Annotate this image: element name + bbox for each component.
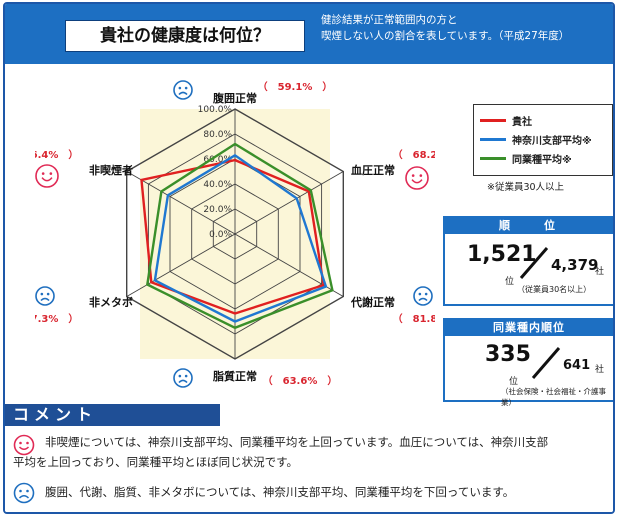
comment-body: 非喫煙については、神奈川支部平均、同業種平均を上回っています。血圧については、神… [5,426,613,512]
grid-spoke [126,171,236,235]
industry-rank-heading: 同業種内順位 [445,320,613,336]
axis-label: 脂質正常 [212,369,257,383]
overall-rank-total-unit: 社 [595,267,605,277]
axis-percent: （ 81.8% ） [393,312,435,325]
industry-rank-unit: 位 [509,377,519,387]
overall-rank-heading: 順 位 [445,218,613,234]
overall-rank-value: 1,521 [467,242,537,267]
series-line-1 [153,153,328,323]
axis-percent: （ 68.2% ） [393,148,435,161]
tick-label: 60.0% [203,155,232,165]
tick-label: 100.0% [198,105,233,115]
face-eye [46,292,50,296]
grid-spoke [126,233,236,297]
tick-label: 0.0% [209,230,232,240]
sad-face-icon [413,286,433,306]
face-eye [184,374,188,378]
industry-rank-total: 641 [563,358,591,373]
face-eye [418,292,422,296]
sad-face-icon [35,286,55,306]
radar-chart: 0.0% 20.0% 40.0% 60.0% 80.0% 100.0%腹囲正常（ 59.1… [35,80,435,388]
legend-note: ※従業員30人以上 [487,182,565,193]
series-line-2 [145,142,334,330]
header-desc-line1: 健診結果が正常範囲内の方と [321,14,458,26]
legend-item-industry: 同業種平均※ [480,149,606,168]
sad-face-icon [173,368,193,388]
legend-label-industry: 同業種平均※ [512,155,572,166]
tick-label: 20.0% [203,205,232,215]
happy-face-icon [35,164,59,188]
industry-rank-box: 同業種内順位 335 位 641 社 （社会保険・社会福祉・介護事業） [443,318,613,407]
face-eye [424,292,428,296]
comment-line2: 平均を上回っており、同業種平均とほぼ同じ状況です。 [13,455,298,469]
face-eye [178,374,182,378]
comment-positive-text: 非喫煙については、神奈川支部平均、同業種平均を上回っています。血圧については、神… [13,432,549,472]
legend-line-industry [480,157,506,160]
face-eye [40,292,44,296]
face-mouth [40,297,50,302]
axis-label: 血圧正常 [351,163,395,177]
industry-rank-body: 335 位 641 社 （社会保険・社会福祉・介護事業） [445,336,613,407]
happy-face-icon [405,166,429,190]
axis-percent: （ 77.3% ） [35,312,78,325]
axis-percent: （ 86.4% ） [35,148,78,161]
comment-title: コメント [5,404,220,426]
legend-line-company [480,119,506,122]
legend-item-company: 貴社 [480,111,606,130]
comment-line1: 非喫煙については、神奈川支部平均、同業種平均を上回っています。血圧については、神… [45,435,549,449]
header-description: 健診結果が正常範囲内の方と 喫煙しない人の割合を表しています。（平成27年度） [321,12,613,44]
overall-rank-body: 1,521 位 4,379 社 （従業員30名以上） [445,234,613,294]
face-mouth [41,177,53,182]
series-line-0 [140,158,325,315]
overall-rank-note: （従業員30名以上） [517,285,592,294]
legend-label-kanagawa: 神奈川支部平均※ [512,136,592,147]
header-desc-line2: 喫煙しない人の割合を表しています。（平成27年度） [321,30,570,42]
overall-rank-slash [519,247,549,279]
happy-face-icon [13,434,35,456]
comment-negative-text: 腹囲、代謝、脂質、非メタボについては、神奈川支部平均、同業種平均を下回っています… [45,482,514,502]
industry-rank-total-unit: 社 [595,365,605,375]
industry-rank-value: 335 [485,342,531,367]
axis-label: 腹囲正常 [213,91,257,105]
sad-face-icon [13,482,35,504]
tick-label: 80.0% [203,130,232,140]
legend-item-kanagawa: 神奈川支部平均※ [480,130,606,149]
legend-line-kanagawa [480,138,506,141]
face-eye [49,172,53,175]
face-eye [41,172,45,175]
face-eye [419,174,423,177]
sad-face-icon [173,80,193,100]
face-mouth [178,379,188,384]
overall-rank-box: 順 位 1,521 位 4,379 社 （従業員30名以上） [443,216,613,306]
page-title: 貴社の健康度は何位？ [65,20,305,52]
face-eye [184,86,188,90]
legend-label-company: 貴社 [512,117,532,128]
axis-label: 非喫煙者 [89,163,133,177]
header-band: 貴社の健康度は何位？ 健診結果が正常範囲内の方と 喫煙しない人の割合を表していま… [5,4,613,64]
axis-percent: （ 63.6% ） [263,374,338,387]
overall-rank-total: 4,379 [551,256,599,274]
health-report-sheet: 貴社の健康度は何位？ 健診結果が正常範囲内の方と 喫煙しない人の割合を表していま… [3,2,615,514]
axis-label: 非メタボ [89,295,133,309]
face-mouth [418,297,428,302]
face-eye [411,174,415,177]
axis-label: 代謝正常 [350,295,395,309]
industry-rank-slash [531,347,561,379]
face-mouth [178,91,188,96]
industry-rank-note: （社会保険・社会福祉・介護事業） [501,387,606,407]
grid-spoke [234,171,344,235]
tick-label: 40.0% [203,180,232,190]
comment-header: コメント [5,404,613,426]
overall-rank-unit: 位 [505,277,515,287]
chart-legend: 貴社 神奈川支部平均※ 同業種平均※ [473,104,613,176]
comment-line3: 腹囲、代謝、脂質、非メタボについては、神奈川支部平均、同業種平均を下回っています… [45,485,515,499]
face-eye [178,86,182,90]
face-mouth [411,179,423,184]
axis-percent: （ 59.1% ） [258,80,333,93]
